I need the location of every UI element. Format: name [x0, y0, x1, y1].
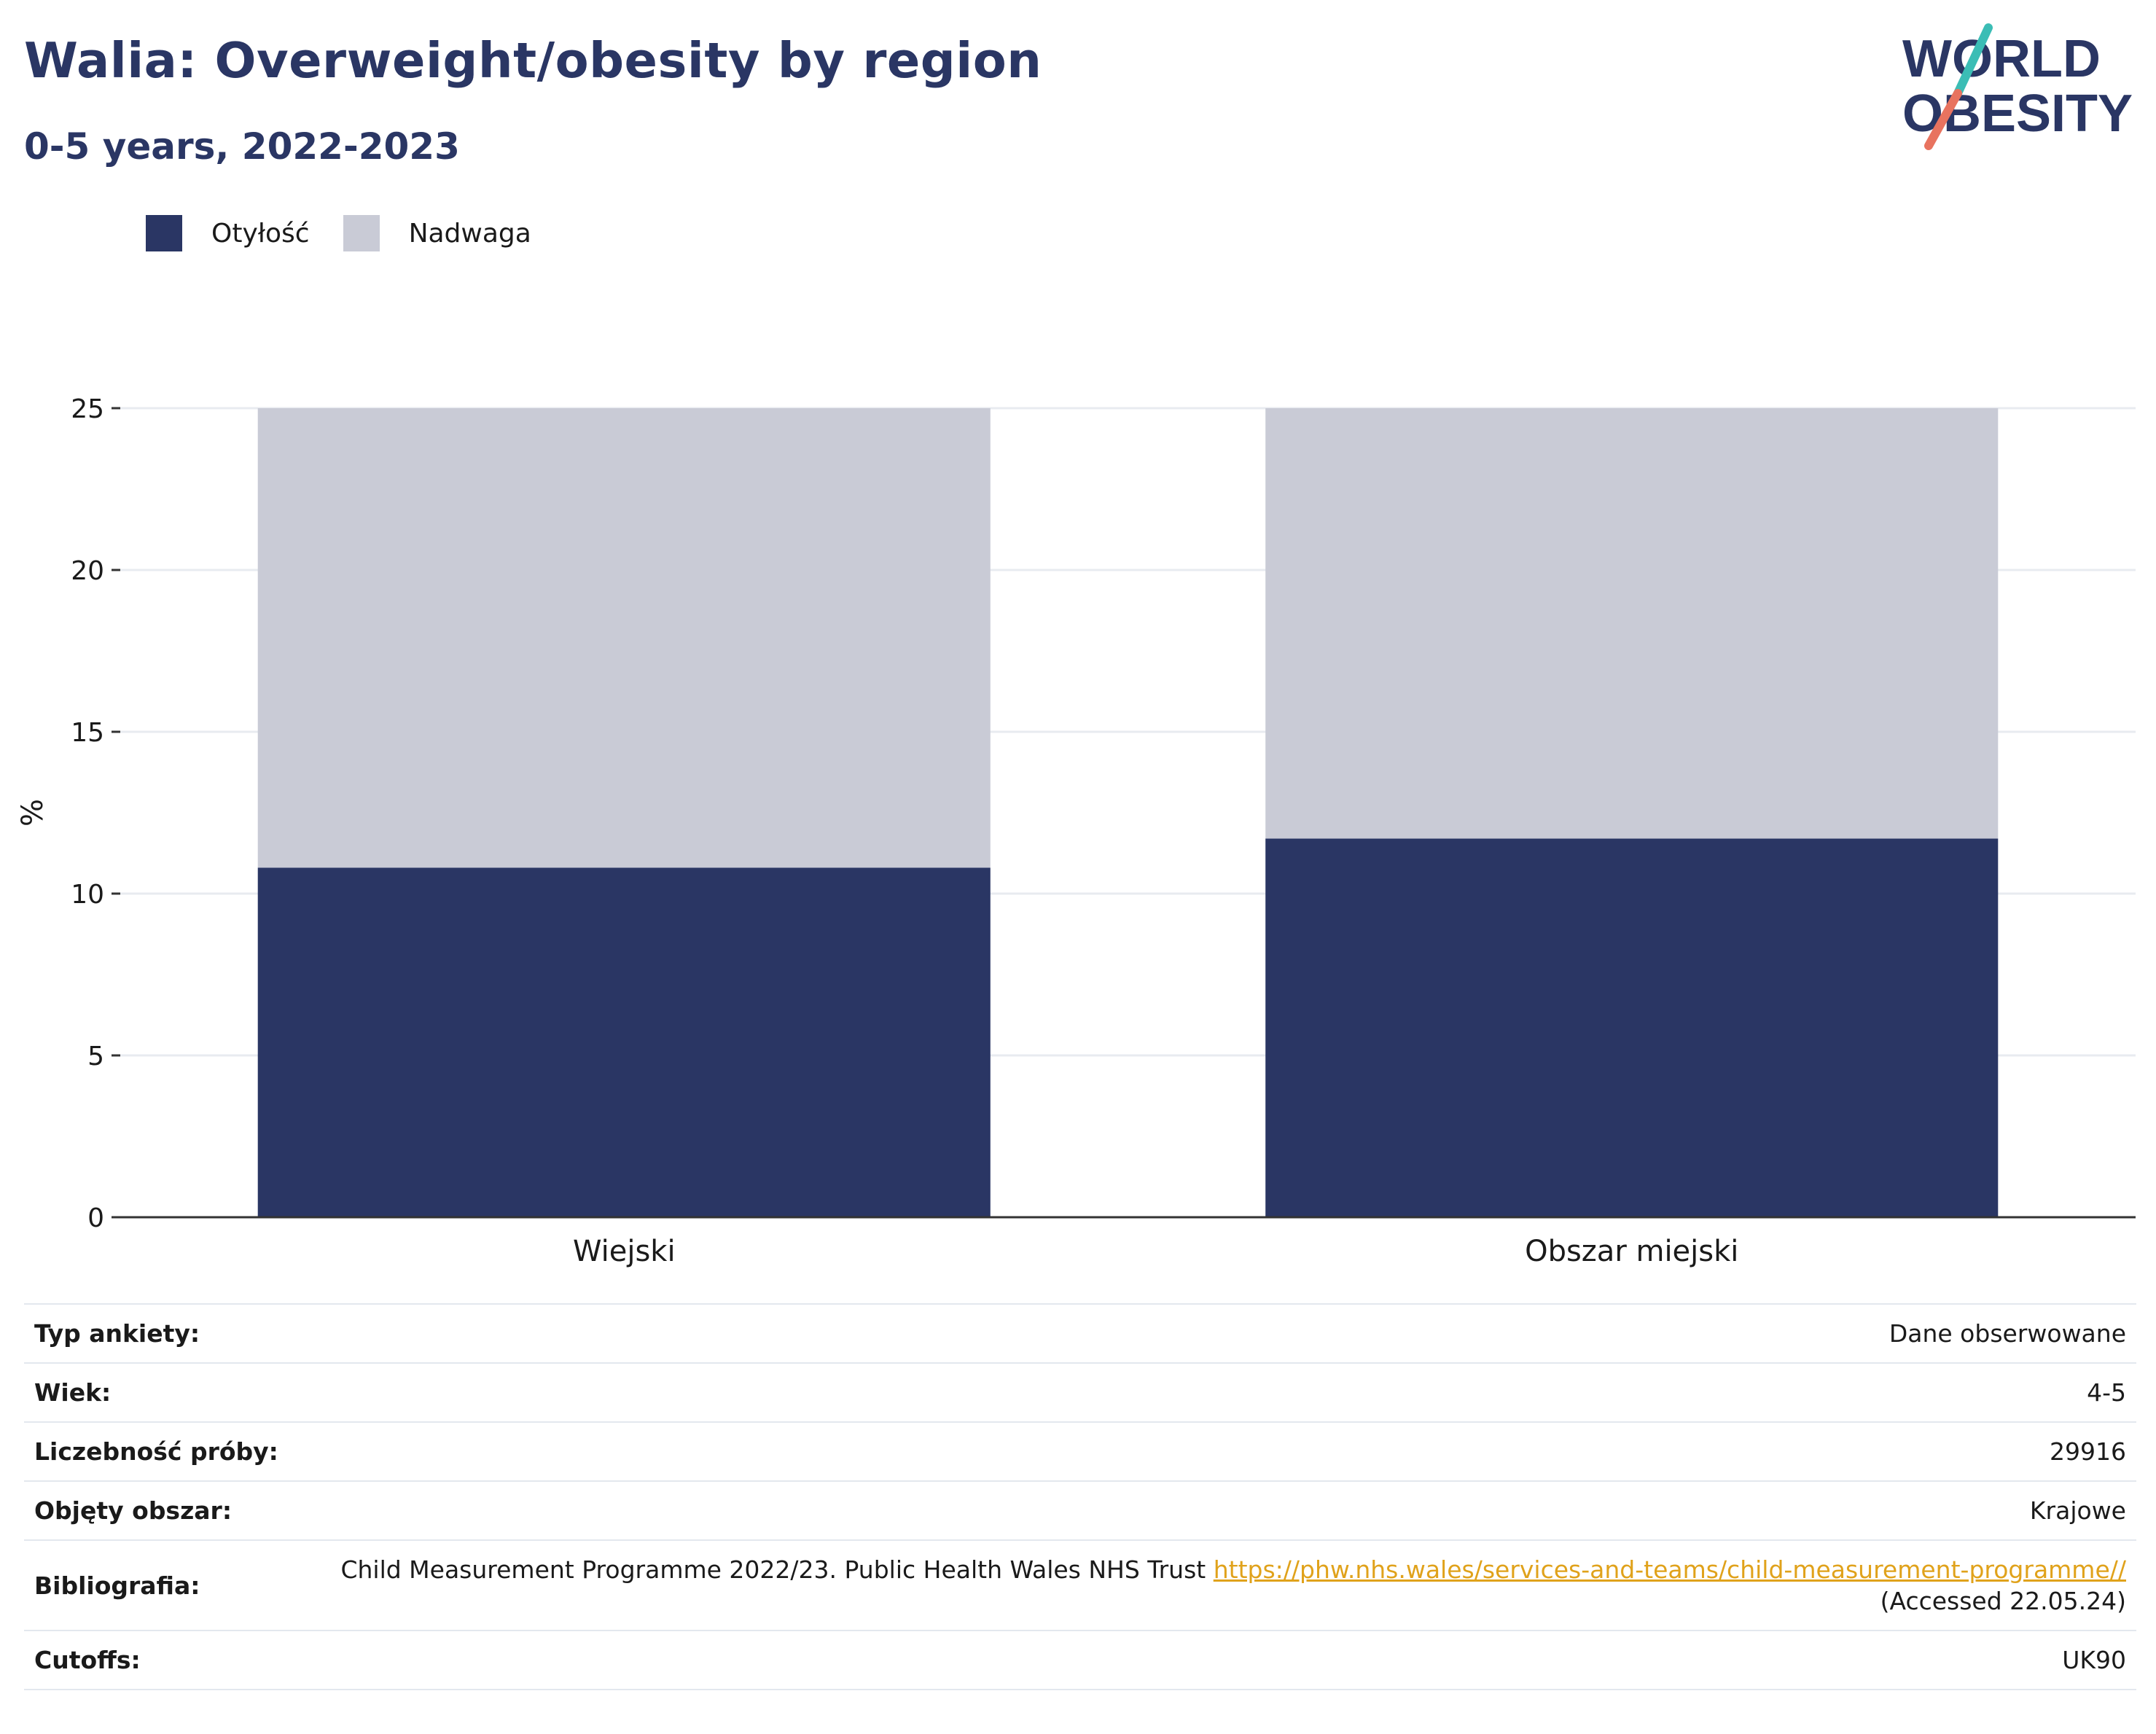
y-axis-label: %	[16, 799, 50, 827]
legend-item-obesity[interactable]: Otyłość	[146, 215, 310, 251]
info-value: Krajowe	[288, 1480, 2136, 1540]
bar-segment[interactable]	[257, 408, 991, 868]
y-tick-label: 15	[71, 718, 104, 748]
bibliography-text: Child Measurement Programme 2022/23. Pub…	[340, 1555, 1206, 1584]
world-obesity-logo: WORLD OBESITY	[1902, 23, 2133, 150]
y-axis-ticks: 0 5 10 15 20 25	[71, 394, 120, 1233]
bar-segment[interactable]	[1265, 408, 1999, 839]
info-table: Typ ankiety: Dane obserwowane Wiek: 4-5 …	[24, 1303, 2136, 1690]
y-tick-label: 5	[87, 1042, 104, 1071]
bar-segment[interactable]	[257, 867, 991, 1217]
info-key: Bibliografia:	[24, 1539, 289, 1630]
logo-line1: WORLD	[1902, 30, 2101, 88]
legend-swatch-obesity	[146, 215, 182, 251]
info-value: 29916	[288, 1421, 2136, 1481]
info-row-survey-type: Typ ankiety: Dane obserwowane	[24, 1303, 2136, 1363]
x-axis-labels: Wiejski Obszar miejski	[573, 1235, 1738, 1268]
stacked-bar-chart: 0 5 10 15 20 25 Wiejski Obszar miejski %	[16, 394, 2136, 1268]
chart-legend: Otyłość Nadwaga	[146, 215, 565, 251]
y-tick-label: 20	[71, 556, 104, 586]
info-value: Child Measurement Programme 2022/23. Pub…	[288, 1539, 2136, 1630]
bibliography-link[interactable]: https://phw.nhs.wales/services-and-teams…	[1213, 1555, 2126, 1584]
info-value: 4-5	[288, 1362, 2136, 1422]
info-key: Wiek:	[24, 1362, 289, 1422]
info-value: Dane obserwowane	[288, 1303, 2136, 1363]
legend-label-obesity: Otyłość	[211, 218, 310, 249]
info-key: Typ ankiety:	[24, 1303, 289, 1363]
chart-title: Walia: Overweight/obesity by region	[24, 32, 1042, 89]
info-row-bibliography: Bibliografia: Child Measurement Programm…	[24, 1539, 2136, 1630]
info-row-coverage: Objęty obszar: Krajowe	[24, 1480, 2136, 1540]
bibliography-accessed: (Accessed 22.05.24)	[1880, 1587, 2126, 1615]
info-value: UK90	[288, 1630, 2136, 1690]
bars	[257, 408, 1999, 1217]
bar-segment[interactable]	[1265, 838, 1999, 1217]
info-row-sample-size: Liczebność próby: 29916	[24, 1421, 2136, 1481]
legend-item-overweight[interactable]: Nadwaga	[343, 215, 531, 251]
legend-label-overweight: Nadwaga	[408, 218, 531, 249]
x-tick-label: Obszar miejski	[1525, 1235, 1738, 1268]
y-tick-label: 10	[71, 880, 104, 910]
logo-line2: OBESITY	[1902, 85, 2133, 143]
info-key: Objęty obszar:	[24, 1480, 289, 1540]
y-tick-label: 25	[71, 394, 104, 424]
chart-subtitle: 0-5 years, 2022-2023	[24, 125, 460, 168]
x-tick-label: Wiejski	[573, 1235, 676, 1268]
info-key: Liczebność próby:	[24, 1421, 289, 1481]
info-row-age: Wiek: 4-5	[24, 1362, 2136, 1422]
info-row-cutoffs: Cutoffs: UK90	[24, 1630, 2136, 1690]
info-key: Cutoffs:	[24, 1630, 289, 1690]
y-tick-label: 0	[87, 1203, 104, 1233]
legend-swatch-overweight	[343, 215, 380, 251]
